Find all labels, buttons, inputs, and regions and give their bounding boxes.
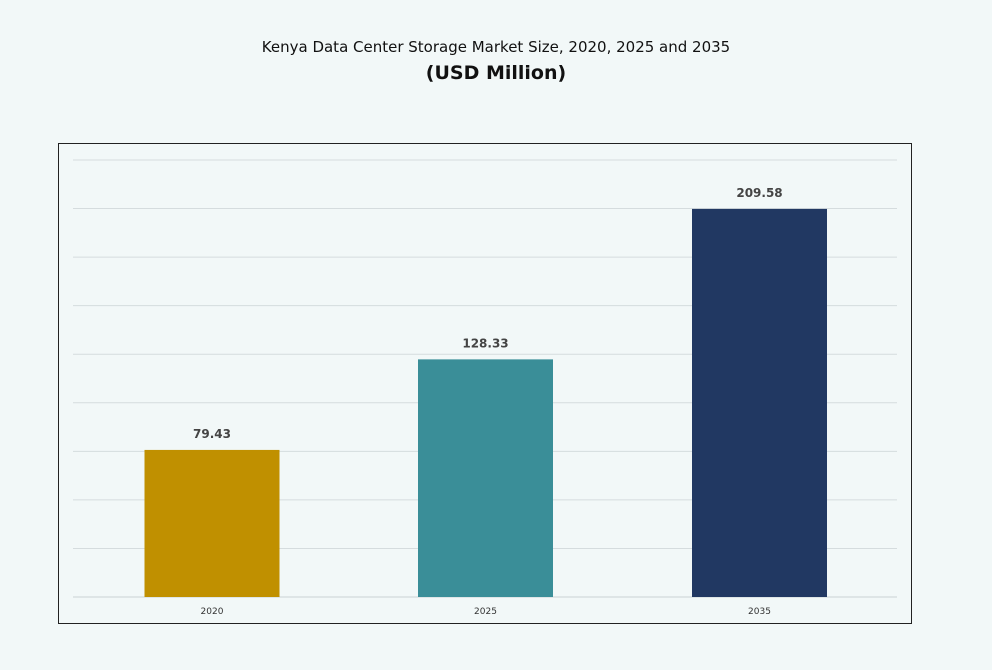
chart-subtitle: (USD Million) [425, 62, 567, 84]
x-tick-label: 2035 [748, 607, 771, 617]
bar-2020 [144, 449, 280, 597]
bar-2035 [692, 208, 827, 597]
data-label: 209.58 [736, 186, 782, 200]
data-label: 79.43 [193, 427, 231, 441]
data-label: 128.33 [462, 336, 508, 350]
chart-frame [58, 143, 912, 624]
bar-2025 [418, 359, 553, 597]
x-tick-label: 2025 [474, 607, 497, 617]
x-tick-label: 2020 [201, 607, 224, 617]
chart-title: Kenya Data Center Storage Market Size, 2… [261, 38, 731, 56]
